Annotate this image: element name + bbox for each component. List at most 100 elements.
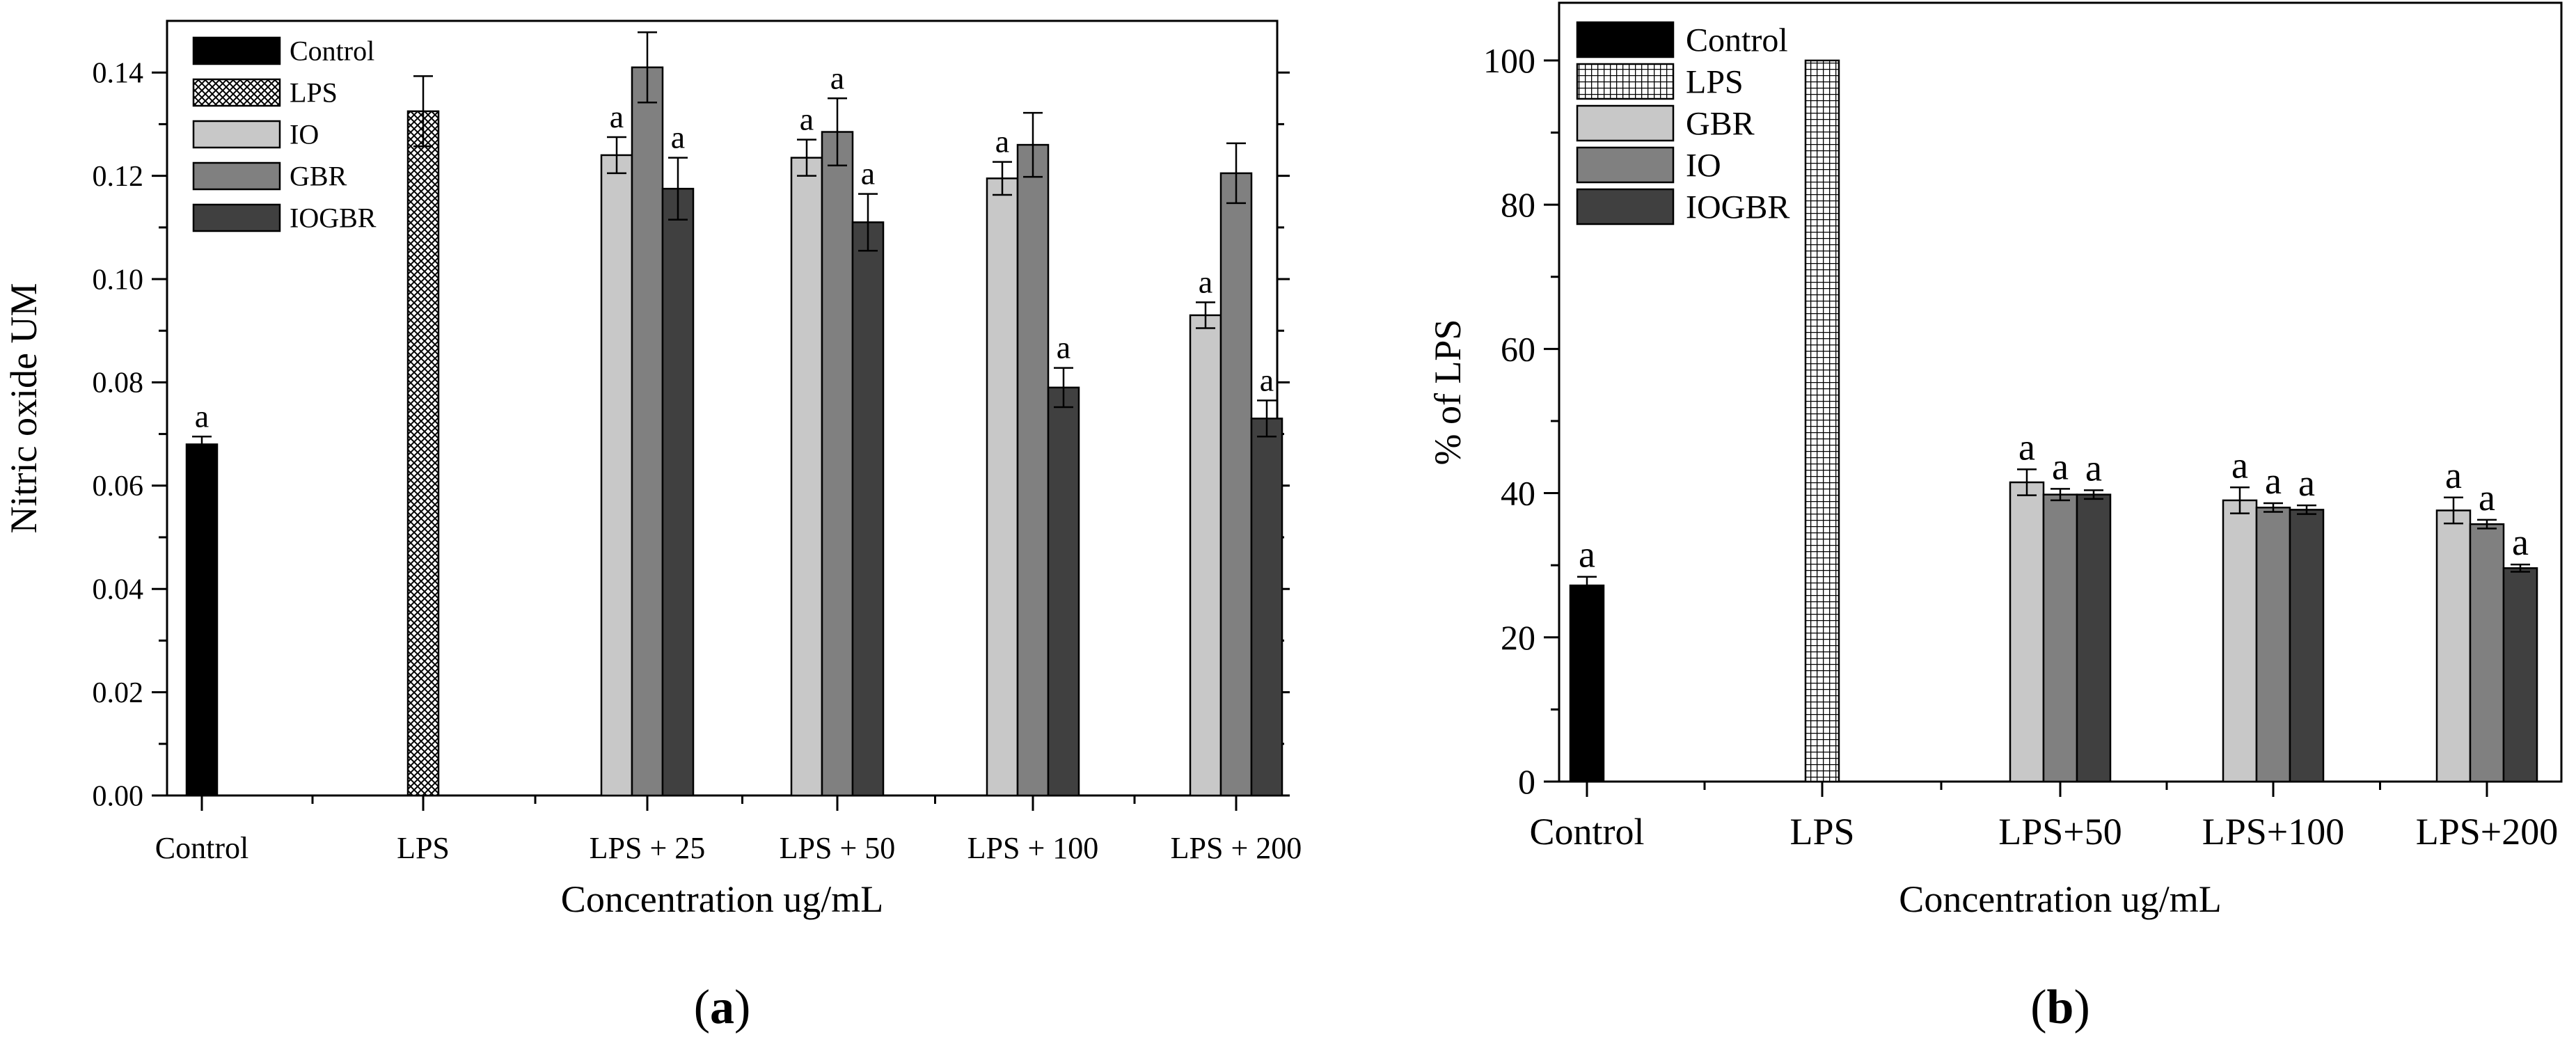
significance-label: a xyxy=(610,99,624,134)
bar xyxy=(2435,509,2472,783)
x-tick-label: LPS+50 xyxy=(1998,811,2122,853)
x-tick-label: LPS + 200 xyxy=(1171,831,1302,865)
bar xyxy=(1219,172,1253,797)
y-tick-label: 100 xyxy=(1483,41,1535,80)
significance-label: a xyxy=(1057,330,1070,365)
y-tick-label: 0.08 xyxy=(93,367,144,399)
x-tick-label: Control xyxy=(155,831,248,865)
x-tick-label: LPS xyxy=(1789,811,1854,853)
bar xyxy=(1016,143,1050,797)
significance-label: a xyxy=(671,120,685,155)
legend-swatch xyxy=(192,120,281,149)
legend-label: IOGBR xyxy=(290,203,377,234)
legend-label: GBR xyxy=(1686,105,1755,142)
bar xyxy=(185,443,219,797)
significance-label: a xyxy=(2231,444,2248,486)
bar xyxy=(2255,507,2291,783)
panel-a: 0.00 0.02 0.04 0.06 0.08 0.10 0.12 0.14 Control L… xyxy=(3,19,1302,1034)
y-tick-label: 40 xyxy=(1501,474,1535,513)
y-tick-label: 0 xyxy=(1518,762,1535,801)
legend-swatch xyxy=(1576,104,1675,142)
y-tick-label: 0.00 xyxy=(93,780,144,812)
y-axis-title: % of LPS xyxy=(1427,319,1469,465)
significance-label: a xyxy=(2052,445,2069,487)
bar xyxy=(2502,567,2538,783)
plot-frame xyxy=(166,19,1279,797)
bar xyxy=(2222,499,2258,783)
y-tick-label: 20 xyxy=(1501,618,1535,657)
bar xyxy=(1569,584,1605,783)
legend-swatch xyxy=(1576,146,1675,184)
significance-label: a xyxy=(995,124,1009,159)
panel-b: 0 20 40 60 80 100 Control LPS LPS+50 LPS+100 LPS+2… xyxy=(1427,1,2563,1034)
panel-label: (b) xyxy=(2030,981,2090,1034)
bar xyxy=(2289,509,2325,783)
legend-label: Control xyxy=(290,35,374,67)
significance-label: a xyxy=(861,156,875,191)
bar xyxy=(986,177,1019,797)
legend: Control LPS GBR IO IOGBR xyxy=(1576,21,1789,225)
bar xyxy=(2469,523,2505,783)
bar xyxy=(2076,493,2112,783)
legend-swatch xyxy=(192,36,281,65)
legend-label: IOGBR xyxy=(1686,189,1789,225)
bar xyxy=(2009,481,2045,783)
significance-label: a xyxy=(2298,462,2315,504)
significance-label: a xyxy=(2265,460,2282,502)
legend-swatch xyxy=(192,161,281,191)
x-tick-label: LPS + 50 xyxy=(780,831,896,865)
bar xyxy=(1047,386,1080,797)
y-tick-label: 0.14 xyxy=(93,57,144,89)
x-tick-label: LPS xyxy=(397,831,450,865)
y-tick-label: 0.02 xyxy=(93,677,144,709)
significance-label: a xyxy=(1579,534,1595,576)
legend-label: IO xyxy=(1686,147,1721,184)
x-tick-label: LPS + 25 xyxy=(590,831,706,865)
bar xyxy=(631,66,664,797)
x-tick-label: Control xyxy=(1529,811,1644,853)
legend-label: Control xyxy=(1686,22,1788,58)
legend-swatch xyxy=(1576,63,1675,100)
significance-label: a xyxy=(2479,477,2495,518)
legend-swatch xyxy=(1576,21,1675,58)
legend-swatch xyxy=(192,78,281,107)
significance-label: a xyxy=(1260,362,1274,397)
significance-label: a xyxy=(2445,454,2462,496)
legend-label: IO xyxy=(290,119,319,150)
y-tick-label: 60 xyxy=(1501,329,1535,368)
y-tick-label: 0.04 xyxy=(93,573,144,605)
legend-swatch xyxy=(192,203,281,232)
bar xyxy=(406,110,440,797)
legend-label: LPS xyxy=(1686,63,1744,100)
bar xyxy=(600,154,633,797)
bar xyxy=(821,131,854,797)
bar xyxy=(661,187,695,797)
legend-label: LPS xyxy=(290,77,338,109)
bar xyxy=(2042,493,2078,783)
significance-label: a xyxy=(800,102,814,137)
significance-label: a xyxy=(1199,264,1212,299)
bar xyxy=(790,157,823,797)
x-tick-label: LPS+200 xyxy=(2416,811,2559,853)
x-axis-title: Concentration ug/mL xyxy=(1899,878,2221,920)
legend-swatch xyxy=(1576,188,1675,225)
x-tick-label: LPS+100 xyxy=(2202,811,2345,853)
bar xyxy=(1804,59,1840,783)
bar xyxy=(1189,314,1222,797)
bar xyxy=(1250,418,1283,797)
x-axis-title: Concentration ug/mL xyxy=(561,878,883,920)
y-tick-label: 80 xyxy=(1501,185,1535,224)
legend-label: GBR xyxy=(290,161,347,192)
y-tick-label: 0.06 xyxy=(93,470,144,502)
panel-label: (a) xyxy=(694,981,751,1034)
y-tick-label: 0.10 xyxy=(93,264,144,296)
significance-label: a xyxy=(195,398,209,434)
significance-label: a xyxy=(2018,426,2035,468)
significance-label: a xyxy=(830,60,844,95)
significance-label: a xyxy=(2085,447,2102,489)
y-tick-label: 0.12 xyxy=(93,161,144,193)
significance-label: a xyxy=(2512,521,2529,563)
